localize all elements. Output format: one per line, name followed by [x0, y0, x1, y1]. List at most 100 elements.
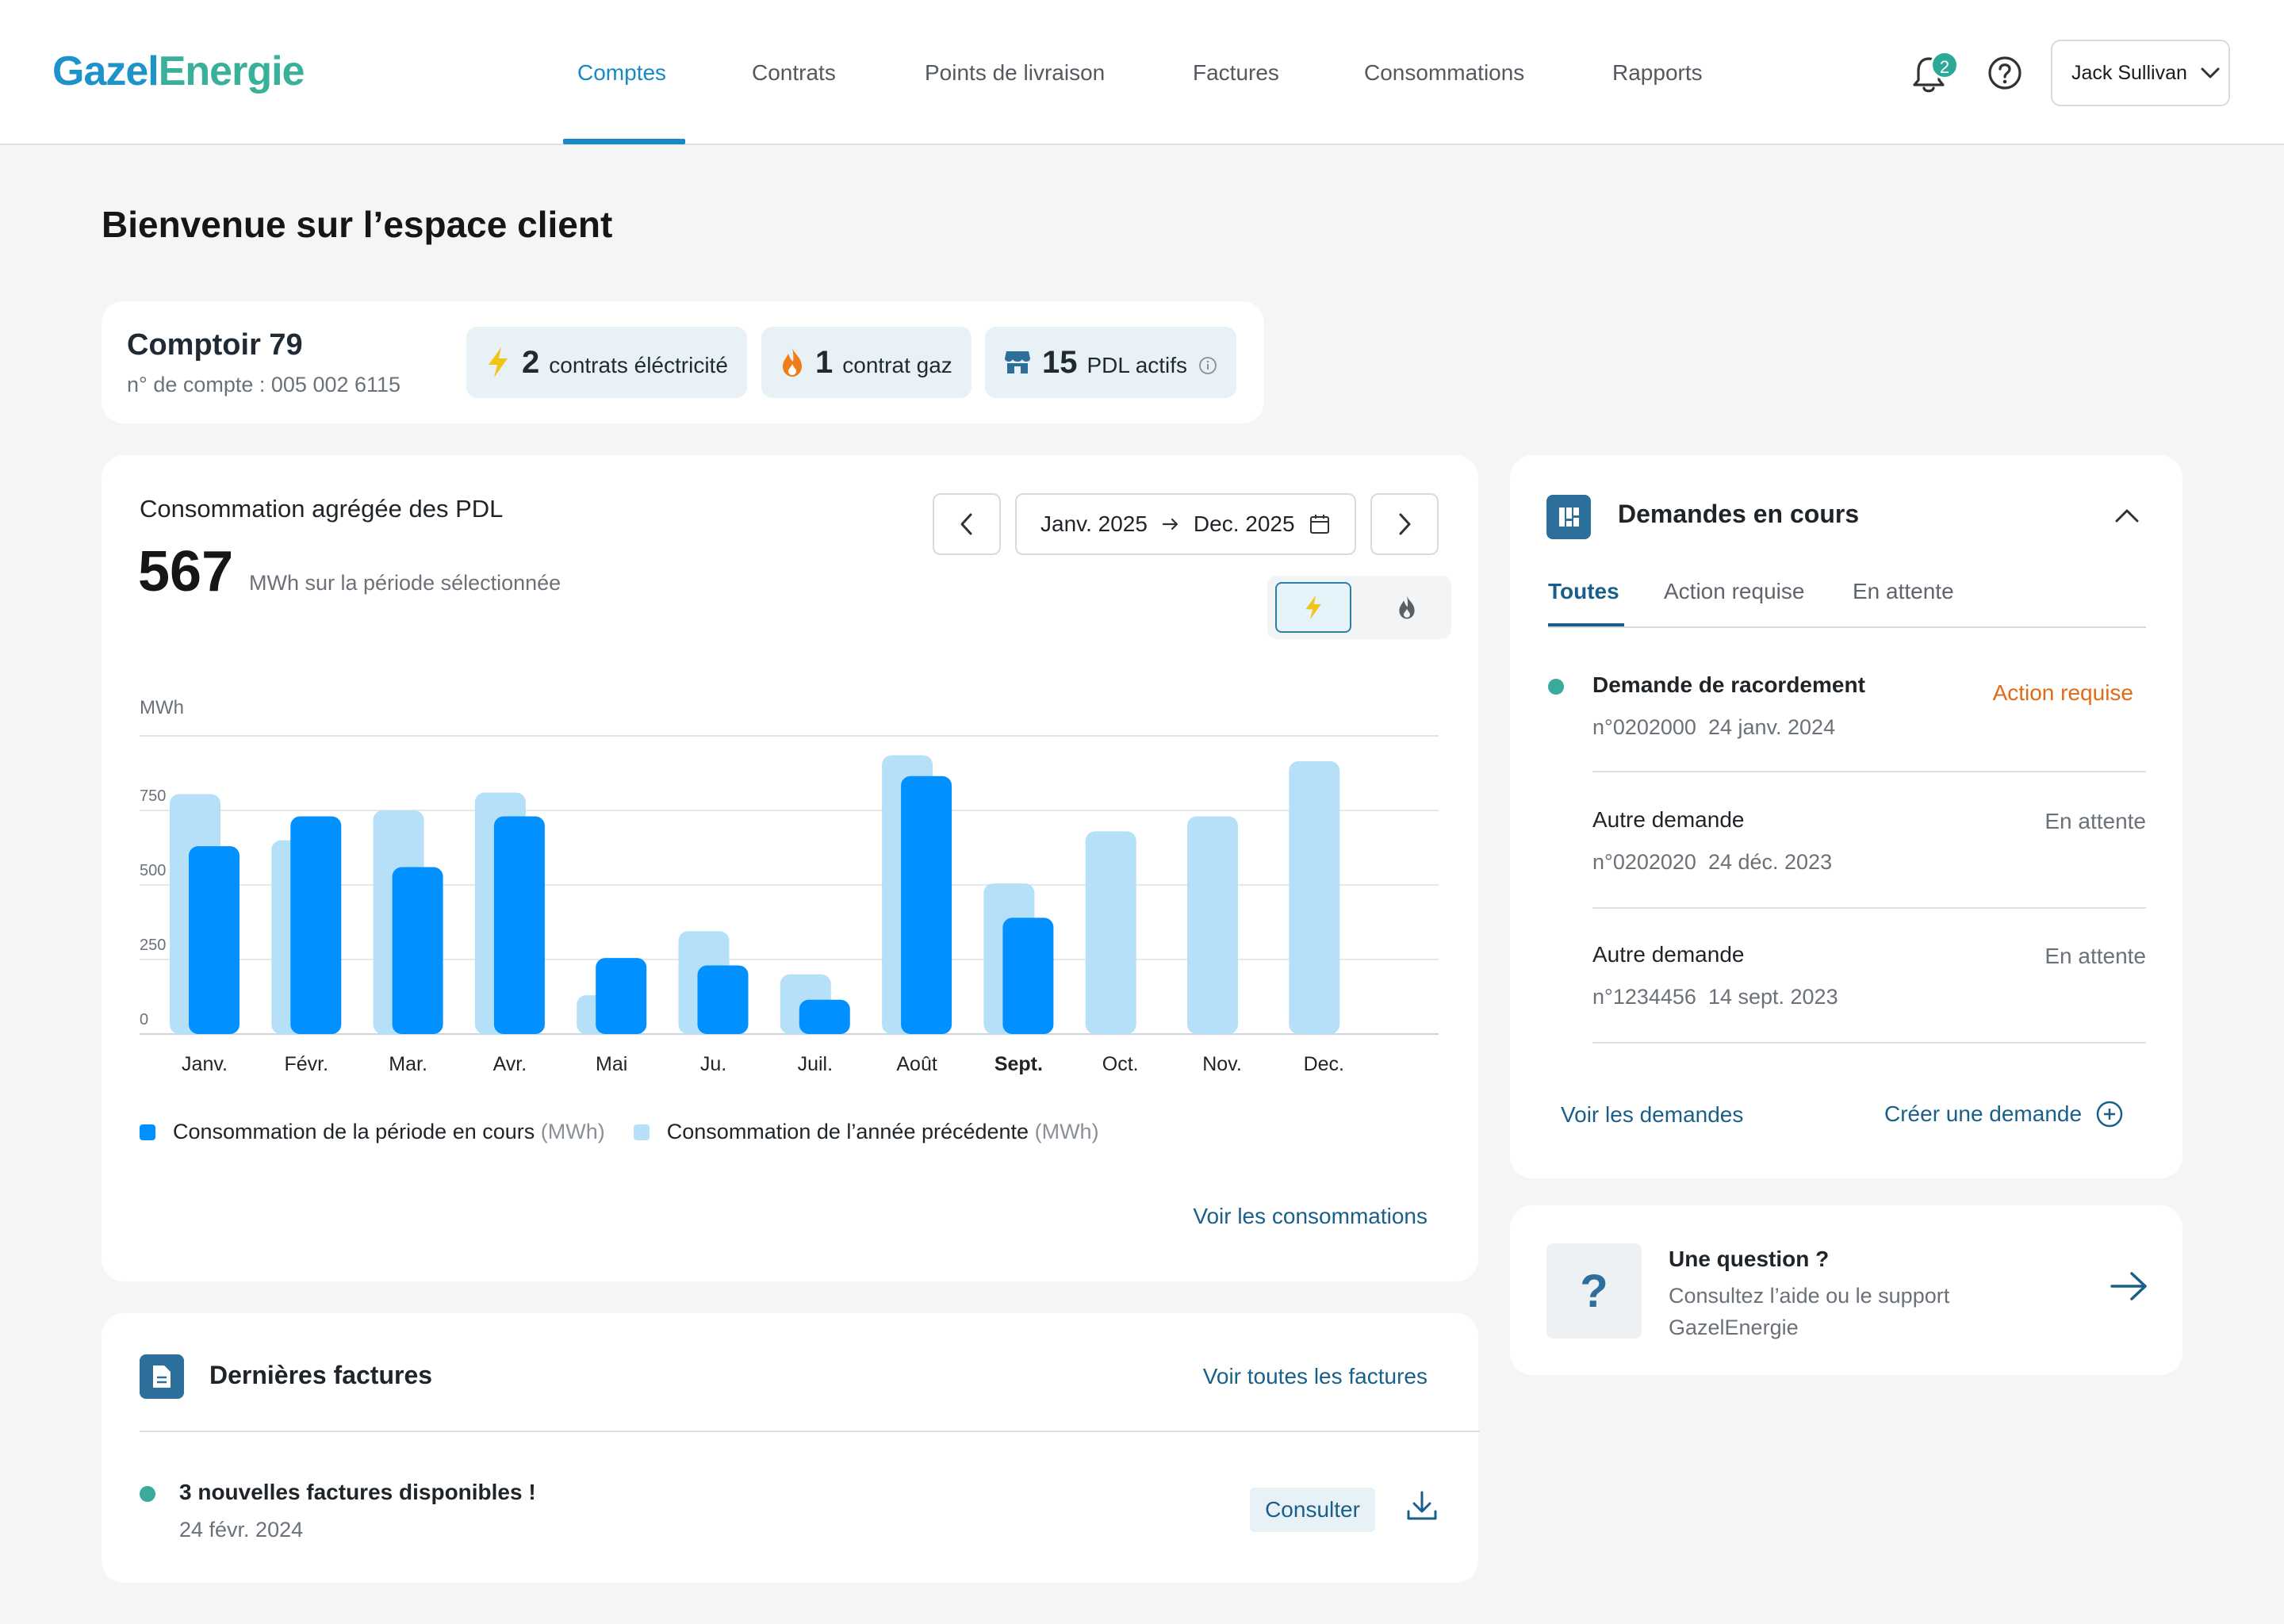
x-tick-label: Ju. — [700, 1053, 726, 1075]
chevron-left-icon — [960, 513, 972, 535]
legend-swatch-previous — [633, 1124, 650, 1140]
y-tick-label: 0 — [140, 1011, 148, 1028]
tab-action-requise[interactable]: Action requise — [1664, 579, 1805, 603]
x-tick-label: Dec. — [1304, 1053, 1344, 1075]
main-nav: Comptes Contrats Points de livraison Fac… — [0, 0, 2284, 145]
stat-gas-contracts[interactable]: 1 contrat gaz — [761, 327, 971, 398]
nav-contrats[interactable]: Contrats — [752, 60, 836, 85]
help-card[interactable]: ? Une question ? Consultez l’aide ou le … — [1510, 1205, 2182, 1375]
request-item[interactable]: Demande de racordement n°0202000 24 janv… — [1592, 672, 2133, 739]
date-range-picker[interactable]: Janv. 2025 Dec. 2025 — [1015, 493, 1356, 555]
bar-current-period — [799, 999, 850, 1034]
invoices-title: Dernières factures — [209, 1361, 433, 1389]
bar-current-period — [1002, 917, 1054, 1034]
x-tick-label: Oct. — [1102, 1053, 1139, 1075]
previous-period-button[interactable] — [933, 493, 1001, 555]
help-icon[interactable] — [1987, 56, 2022, 90]
view-consumptions-link[interactable]: Voir les consommations — [1193, 1204, 1428, 1228]
chevron-down-icon — [2201, 67, 2220, 79]
top-header: GazelEnergie Comptes Contrats Points de … — [0, 0, 2284, 145]
stat-electricity-contracts[interactable]: 2 contrats éléctricité — [466, 327, 747, 398]
account-card: Comptoir 79 n° de compte : 005 002 6115 … — [102, 301, 1264, 423]
store-icon — [1005, 351, 1030, 373]
request-item[interactable]: Autre demande n°1234456 14 sept. 2023 En… — [1592, 942, 2146, 1009]
tab-en-attente[interactable]: En attente — [1853, 579, 1954, 603]
notification-badge: 2 — [1930, 51, 1959, 79]
user-name: Jack Sullivan — [2071, 61, 2187, 84]
request-status: En attente — [2044, 809, 2146, 833]
x-tick-label: Juil. — [798, 1053, 833, 1075]
x-tick-label: Févr. — [285, 1053, 329, 1075]
x-tick-label: Sept. — [994, 1053, 1043, 1075]
view-all-invoices-link[interactable]: Voir toutes les factures — [1202, 1364, 1428, 1388]
requests-icon — [1546, 495, 1591, 539]
lightning-icon — [1305, 595, 1321, 620]
consumption-bar-chart: MWh 0 250 500 750 Janv. Févr. Mar. Avr. Mai Ju. Jui… — [140, 697, 1439, 1075]
bar-current-period — [493, 816, 545, 1034]
toggle-electricity[interactable] — [1275, 582, 1351, 633]
invoices-card: Dernières factures Voir toutes les factu… — [102, 1313, 1480, 1583]
create-request-link[interactable]: Créer une demande — [1884, 1101, 2123, 1128]
info-icon[interactable] — [1198, 356, 1217, 375]
x-tick-label: Août — [896, 1053, 937, 1075]
energy-toggle — [1267, 576, 1451, 639]
y-axis-label: MWh — [140, 697, 184, 718]
nav-consommations[interactable]: Consommations — [1364, 60, 1525, 85]
chevron-right-icon — [1399, 513, 1411, 535]
x-tick-label: Avr. — [493, 1053, 527, 1075]
bar-current-period — [290, 816, 342, 1034]
request-item[interactable]: Autre demande n°0202020 24 déc. 2023 En … — [1592, 807, 2146, 874]
legend-current: Consommation de la période en cours (MWh… — [140, 1120, 605, 1144]
invoice-date: 24 févr. 2024 — [179, 1518, 304, 1542]
divider — [1592, 1042, 2146, 1044]
bar-current-period — [189, 846, 240, 1034]
nav-factures[interactable]: Factures — [1193, 60, 1279, 85]
help-title: Une question ? — [1669, 1247, 1830, 1271]
stat-active-pdl[interactable]: 15 PDL actifs — [985, 327, 1237, 398]
invoice-message: 3 nouvelles factures disponibles ! — [179, 1480, 536, 1504]
invoice-status-dot — [140, 1486, 155, 1502]
request-status: En attente — [2044, 944, 2146, 968]
x-tick-label: Janv. — [182, 1053, 228, 1075]
logo[interactable]: GazelEnergie — [52, 48, 305, 94]
active-tab-indicator — [1548, 623, 1624, 626]
bar-current-period — [697, 965, 749, 1034]
consumption-title: Consommation agrégée des PDL — [140, 495, 504, 523]
lightning-icon — [489, 347, 508, 377]
consumption-total: 567 — [138, 540, 234, 603]
next-period-button[interactable] — [1370, 493, 1439, 555]
tab-toutes[interactable]: Toutes — [1548, 579, 1619, 603]
user-menu-button[interactable]: Jack Sullivan — [2051, 40, 2230, 106]
bar-previous-year — [1085, 831, 1136, 1034]
divider — [1592, 771, 2146, 772]
x-tick-label: Nov. — [1202, 1053, 1242, 1075]
download-icon[interactable] — [1405, 1489, 1439, 1522]
request-status: Action requise — [1992, 680, 2133, 705]
y-tick-label: 250 — [140, 936, 166, 954]
consumption-total-unit: MWh sur la période sélectionnée — [249, 571, 561, 595]
view-requests-link[interactable]: Voir les demandes — [1561, 1102, 1744, 1127]
consult-button[interactable]: Consulter — [1250, 1488, 1375, 1532]
question-icon: ? — [1546, 1243, 1642, 1339]
arrow-right-icon[interactable] — [2110, 1270, 2149, 1302]
chevron-up-icon[interactable] — [2114, 508, 2140, 523]
legend-previous: Consommation de l’année précédente (MWh) — [633, 1120, 1099, 1144]
nav-points-de-livraison[interactable]: Points de livraison — [925, 60, 1106, 85]
y-tick-label: 500 — [140, 862, 166, 879]
toggle-gas[interactable] — [1369, 582, 1445, 633]
legend-swatch-current — [140, 1124, 155, 1140]
nav-comptes[interactable]: Comptes — [577, 60, 667, 85]
nav-rapports[interactable]: Rapports — [1612, 60, 1703, 85]
bar-current-period — [901, 776, 952, 1034]
requests-card: Demandes en cours Toutes Action requise … — [1510, 455, 2182, 1178]
date-from: Janv. 2025 — [1040, 511, 1148, 536]
bar-current-period — [596, 958, 647, 1034]
consumption-card: Consommation agrégée des PDL 567 MWh sur… — [102, 455, 1478, 1281]
help-subtitle: Consultez l’aide ou le support GazelEner… — [1669, 1284, 1950, 1339]
document-icon — [140, 1354, 184, 1399]
requests-tabs: Toutes Action requise En attente — [1548, 579, 2146, 628]
account-number: n° de compte : 005 002 6115 — [127, 373, 401, 396]
request-status-dot — [1548, 679, 1564, 695]
page-title: Bienvenue sur l’espace client — [102, 204, 613, 245]
y-tick-label: 750 — [140, 787, 166, 805]
